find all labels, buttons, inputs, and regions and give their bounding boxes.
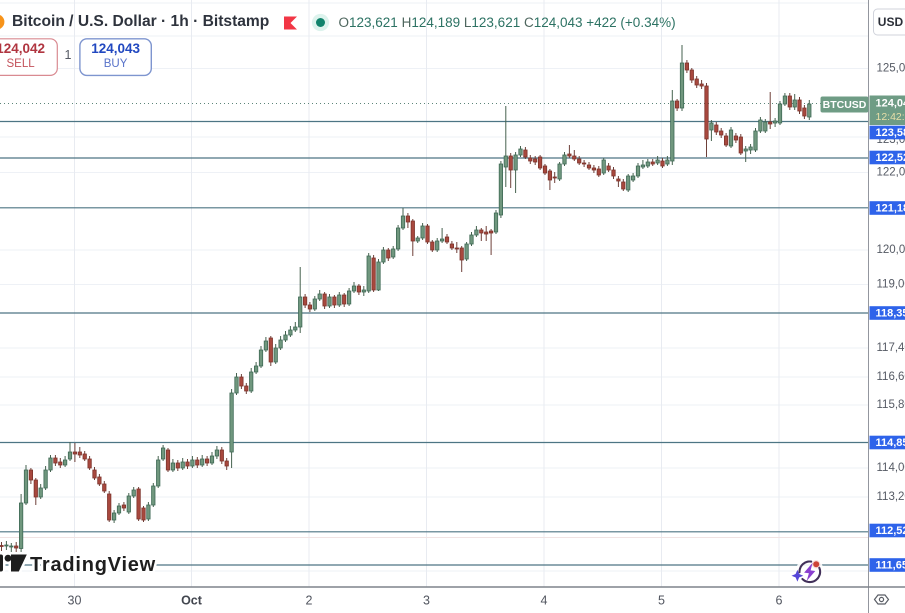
svg-text:122,00: 122,00 xyxy=(877,167,905,179)
svg-text:6: 6 xyxy=(776,593,783,607)
svg-text:124,04: 124,04 xyxy=(876,97,905,109)
svg-text:119,00: 119,00 xyxy=(877,279,905,291)
svg-text:115,80: 115,80 xyxy=(877,399,905,411)
svg-text:O123,621 H124,189 L123,621: O123,621 H124,189 L123,621 C124,043 +422… xyxy=(339,15,676,30)
svg-text:121,18: 121,18 xyxy=(876,202,905,214)
svg-text:Oct: Oct xyxy=(181,593,203,607)
svg-text:120,00: 120,00 xyxy=(877,244,905,256)
svg-text:1: 1 xyxy=(65,48,72,62)
svg-text:TradingView: TradingView xyxy=(30,554,156,576)
svg-text:124,043: 124,043 xyxy=(91,41,140,56)
svg-text:3: 3 xyxy=(423,593,430,607)
svg-text:5: 5 xyxy=(658,593,665,607)
svg-text:BUY: BUY xyxy=(104,58,128,70)
svg-text:TradingView: TradingView xyxy=(30,554,156,576)
svg-text:Bitcoin / U.S. Dollar · 1h · B: Bitcoin / U.S. Dollar · 1h · Bitstamp xyxy=(12,13,269,30)
svg-text:USD: USD xyxy=(878,15,904,29)
svg-text:30: 30 xyxy=(68,593,82,607)
svg-text:113,20: 113,20 xyxy=(877,491,905,503)
svg-text:111,65: 111,65 xyxy=(876,559,905,571)
svg-text:125,00: 125,00 xyxy=(877,63,905,75)
svg-text:122,52: 122,52 xyxy=(876,152,905,164)
svg-text:4: 4 xyxy=(541,593,548,607)
svg-text:2: 2 xyxy=(306,593,313,607)
svg-text:116,60: 116,60 xyxy=(877,371,905,383)
svg-text:117,40: 117,40 xyxy=(877,342,905,354)
svg-text:124,042: 124,042 xyxy=(0,41,45,56)
svg-text:SELL: SELL xyxy=(7,58,36,70)
svg-text:112,52: 112,52 xyxy=(876,525,905,537)
svg-text:BTCUSD: BTCUSD xyxy=(823,99,867,111)
svg-text:118,35: 118,35 xyxy=(876,307,905,319)
svg-text:12:42:4: 12:42:4 xyxy=(876,111,905,123)
svg-text:123,58: 123,58 xyxy=(876,127,905,139)
svg-text:114,85: 114,85 xyxy=(876,437,905,449)
svg-text:114,00: 114,00 xyxy=(877,462,905,474)
